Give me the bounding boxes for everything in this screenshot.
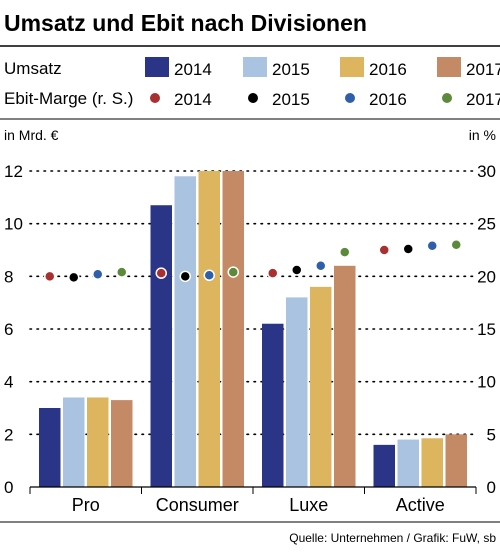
category-ticks <box>29 487 477 494</box>
margin-dot-luxe-2014 <box>267 267 279 279</box>
margin-dot-active-2016 <box>426 240 438 252</box>
bar-consumer-2017 <box>222 171 244 487</box>
y-right-unit: in % <box>469 127 496 143</box>
legend-dots-label: Ebit-Marge (r. S.) <box>4 89 133 108</box>
legend-dot-2014 <box>150 93 160 103</box>
y-right-tick-label: 15 <box>477 320 496 339</box>
bar-luxe-2014 <box>262 323 284 487</box>
margin-dot-active-2014 <box>378 244 390 256</box>
legend-bars-label: Umsatz <box>4 59 62 78</box>
y-right-tick-label: 10 <box>477 373 496 392</box>
category-label-active: Active <box>396 495 445 515</box>
legend-dot-2015 <box>248 93 258 103</box>
legend: Umsatz Ebit-Marge (r. S.) 2014 2015 2016 20… <box>4 57 500 109</box>
margin-dot-luxe-2015 <box>291 264 303 276</box>
legend-label-2015: 2015 <box>272 60 310 79</box>
y-right-tick-label: 30 <box>477 162 496 181</box>
legend-dot-2016 <box>345 93 355 103</box>
category-labels: Pro Consumer Luxe Active <box>72 495 445 515</box>
legend-dot-2017 <box>442 93 452 103</box>
legend-items: 2014 2015 2016 2017 2014 2015 2016 2017 <box>145 57 500 109</box>
y-left-tick-label: 12 <box>4 162 23 181</box>
y-left-tick-label: 8 <box>4 267 13 286</box>
legend-swatch-2014 <box>145 57 169 77</box>
margin-dot-pro-2017 <box>116 266 128 278</box>
y-left-tick-label: 0 <box>4 478 13 497</box>
bar-pro-2014 <box>39 408 61 487</box>
bar-luxe-2015 <box>286 297 308 487</box>
bar-luxe-2017 <box>334 265 356 487</box>
category-label-luxe: Luxe <box>289 495 328 515</box>
legend-dot-label-2017: 2017 <box>466 90 500 109</box>
y-left-unit: in Mrd. € <box>4 127 59 143</box>
legend-label-2014: 2014 <box>174 60 212 79</box>
category-label-pro: Pro <box>72 495 100 515</box>
legend-label-2017: 2017 <box>466 60 500 79</box>
y-right-tick-label: 25 <box>477 215 496 234</box>
bar-consumer-2016 <box>198 171 220 487</box>
margin-dots <box>44 238 462 284</box>
margin-dot-consumer-2016 <box>203 269 215 282</box>
bar-consumer-2014 <box>150 205 172 487</box>
margin-dot-pro-2015 <box>68 271 80 284</box>
y-left-tick-label: 10 <box>4 215 23 234</box>
y-right-tick-label: 5 <box>487 425 496 444</box>
bar-pro-2017 <box>111 400 133 487</box>
margin-dot-consumer-2014 <box>155 267 167 279</box>
bar-consumer-2015 <box>174 176 196 487</box>
y-left-tick-label: 6 <box>4 320 13 339</box>
legend-dot-label-2014: 2014 <box>174 90 212 109</box>
legend-swatch-2017 <box>437 57 461 77</box>
margin-dot-luxe-2016 <box>315 260 327 272</box>
margin-dot-active-2017 <box>450 238 462 251</box>
margin-dot-consumer-2015 <box>179 270 191 283</box>
category-label-consumer: Consumer <box>156 495 239 515</box>
margin-dot-consumer-2017 <box>227 266 239 278</box>
y-left-ticks: 0 2 4 6 8 10 12 <box>4 162 23 497</box>
grid <box>29 170 477 436</box>
bar-pro-2016 <box>87 397 109 487</box>
y-right-ticks: 0 5 10 15 20 25 30 <box>477 162 496 497</box>
bar-active-2014 <box>373 444 395 487</box>
legend-label-2016: 2016 <box>369 60 407 79</box>
legend-swatch-2015 <box>243 57 267 77</box>
y-left-tick-label: 2 <box>4 425 13 444</box>
y-right-tick-label: 0 <box>487 478 496 497</box>
legend-dot-label-2016: 2016 <box>369 90 407 109</box>
bar-active-2017 <box>445 434 467 487</box>
margin-dot-active-2015 <box>402 243 414 255</box>
y-right-tick-label: 20 <box>477 267 496 286</box>
bar-active-2015 <box>397 439 419 487</box>
bar-pro-2015 <box>63 397 85 487</box>
legend-swatch-2016 <box>340 57 364 77</box>
source-note: Quelle: Unternehmen / Grafik: FuW, sb <box>289 531 496 545</box>
margin-dot-pro-2016 <box>92 268 104 280</box>
y-left-tick-label: 4 <box>4 373 13 392</box>
chart-title: Umsatz und Ebit nach Divisionen <box>4 10 367 36</box>
bar-luxe-2016 <box>310 286 332 487</box>
bars <box>39 171 467 487</box>
legend-dot-label-2015: 2015 <box>272 90 310 109</box>
margin-dot-luxe-2017 <box>339 246 351 258</box>
bar-active-2016 <box>421 438 443 487</box>
margin-dot-pro-2014 <box>44 270 56 283</box>
